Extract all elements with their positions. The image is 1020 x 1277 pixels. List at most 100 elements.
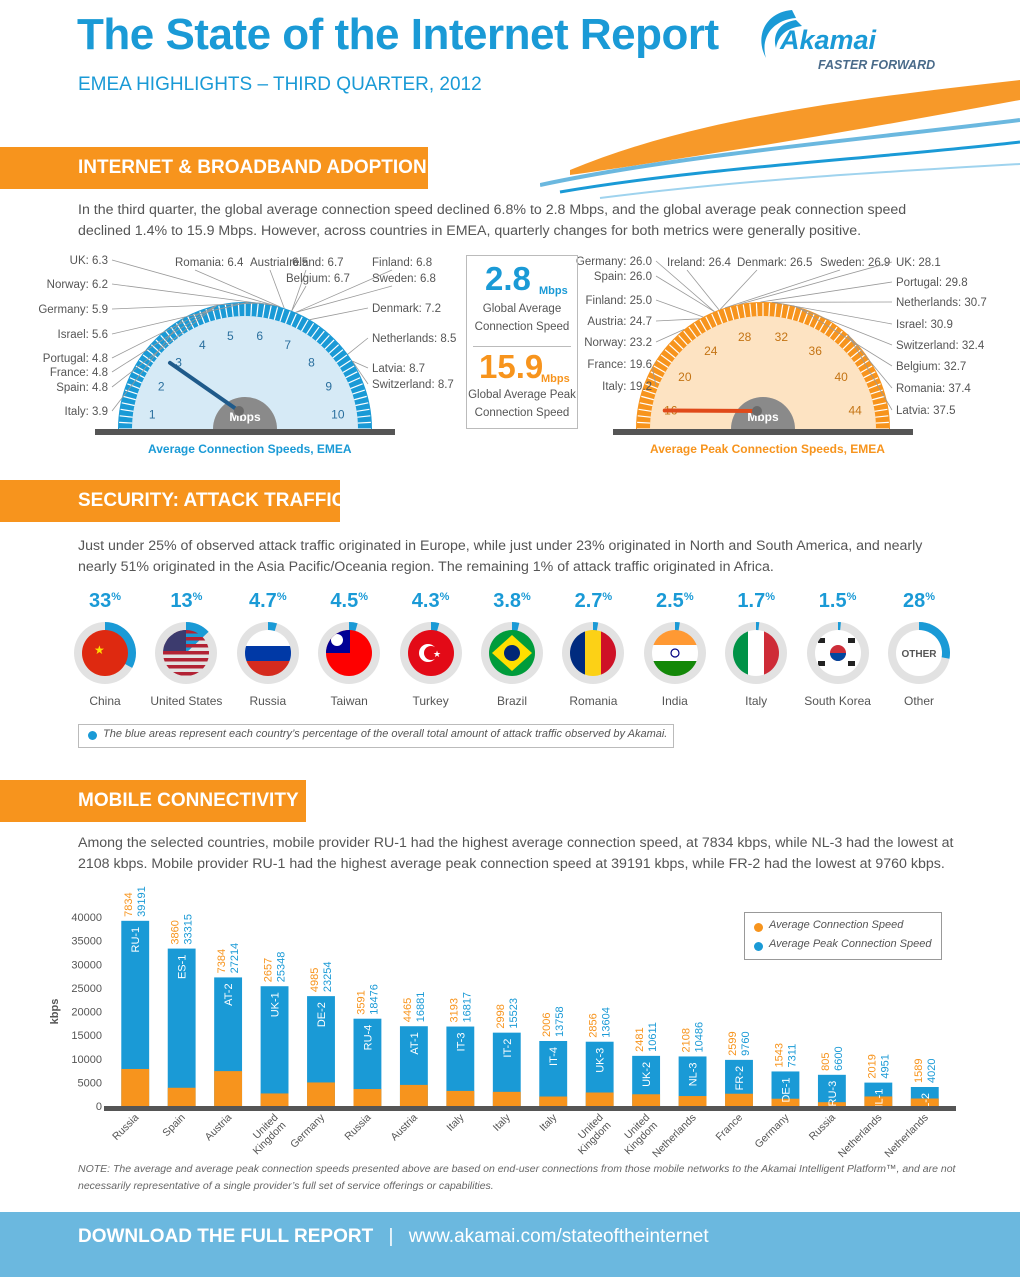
bar-provider-id: UK-3: [595, 1048, 607, 1073]
global-peak-unit: Mbps: [541, 373, 570, 385]
y-tick-label: 25000: [71, 983, 102, 995]
donut-russia-flag: [236, 622, 299, 684]
gauge2-needle-pivot: [752, 406, 762, 416]
china-flag-icon: ★: [82, 630, 128, 676]
gauge1-country-label: France: 4.8: [50, 367, 108, 379]
attack-country-label: South Korea: [804, 694, 871, 708]
gauge1-leader-line: [352, 360, 369, 369]
gauge1-unit-label: Mbps: [229, 410, 261, 424]
gauge2-minor-tick: [688, 326, 698, 338]
footer-bar: [0, 1212, 1020, 1277]
gauge1-leader-line: [291, 285, 307, 312]
bar-provider-id: DE-2: [316, 1002, 328, 1027]
bar-peak-value-label: 4020: [926, 1059, 938, 1083]
bar-provider-id: AT-2: [223, 983, 235, 1005]
gauge2-minor-tick: [842, 339, 853, 350]
gauge1-minor-tick: [324, 339, 335, 350]
stats-divider: [473, 346, 571, 347]
bar-peak-value-label: 25348: [276, 952, 288, 983]
legend-peak-dot-icon: [754, 942, 763, 951]
x-category-label: Netherlands: [882, 1112, 931, 1160]
russia-flag-icon: [244, 630, 291, 676]
gauge2-minor-tick: [808, 313, 815, 327]
gauge1-minor-tick: [310, 326, 320, 338]
gauge2-minor-tick: [818, 319, 827, 332]
gauge1-leader-line: [111, 302, 261, 310]
gauge2-leader-line: [655, 328, 685, 343]
percent-value: 4.3: [411, 590, 440, 612]
attack-country-label: Romania: [569, 694, 618, 708]
gauge1-tick-label: 7: [284, 338, 291, 352]
footer-cta-text[interactable]: DOWNLOAD THE FULL REPORT: [78, 1226, 374, 1247]
gauge1-minor-tick: [339, 359, 351, 368]
gauge2-minor-tick: [785, 305, 790, 319]
bar-provider-id: IT-2: [502, 1039, 514, 1058]
svg-text:★: ★: [433, 649, 441, 659]
global-peak-value: 15.9: [479, 348, 544, 385]
donut-india-flag: [643, 622, 706, 684]
gauge1-country-label: Germany: 5.9: [38, 304, 108, 316]
attack-country-label: Russia: [249, 694, 287, 708]
bar-peak-ES-1: [167, 948, 196, 1106]
gauge1-leader-line: [194, 269, 281, 308]
bar-avg-RU-4: [353, 1089, 382, 1106]
gauge2-leader-line: [655, 260, 715, 312]
gauge1-tick-label: 9: [325, 379, 332, 393]
avg-connection-gauge: 123 4 5 6 7 89 10 Mbps UK: 6.3 Norway: 6.2 Germany…: [38, 255, 456, 435]
gauge1-minor-tick: [146, 349, 158, 359]
percent-sign: %: [683, 591, 694, 603]
gauge2-country-label: Italy: 19.2: [602, 381, 652, 393]
svg-text:★: ★: [94, 643, 105, 657]
gauge1-minor-tick: [300, 319, 309, 332]
gauge1-minor-tick: [250, 303, 253, 317]
y-tick-label: 0: [96, 1101, 102, 1113]
bar-avg-value-label: 7384: [216, 949, 228, 973]
section-heading-text: MOBILE CONNECTIVITY: [78, 790, 299, 811]
other-center-text: OTHER: [902, 649, 938, 660]
gauge2-minor-tick: [699, 319, 708, 332]
donut-turkey-flag: ★: [399, 622, 462, 684]
percent-sign: %: [358, 591, 368, 603]
bar-provider-id: RU-3: [827, 1081, 839, 1107]
gauge2-leader-line: [655, 275, 715, 313]
gauge1-country-label: Sweden: 6.8: [372, 273, 436, 285]
gauge1-leader-line: [111, 304, 218, 388]
attack-percent-us-flag: 13%: [146, 590, 226, 613]
gauge1-country-label: Belgium: 6.7: [286, 273, 350, 285]
bar-avg-ES-1: [167, 1087, 196, 1106]
footer-separator: |: [388, 1226, 394, 1247]
gauge2-minor-tick: [868, 383, 881, 390]
footer-cta[interactable]: DOWNLOAD THE FULL REPORT | www.akamai.co…: [78, 1226, 709, 1248]
page-subtitle: EMEA HIGHLIGHTS – THIRD QUARTER, 2012: [78, 74, 482, 95]
attack-percent-other: 28%: [879, 590, 959, 613]
percent-value: 13: [170, 590, 193, 612]
gauge2-minor-tick: [768, 303, 771, 317]
attack-country-label: India: [661, 694, 688, 708]
bar-avg-DE-1: [771, 1098, 800, 1106]
gauge2-minor-tick: [650, 371, 663, 379]
footer-url-link[interactable]: www.akamai.com/stateoftheinternet: [408, 1226, 709, 1247]
attack-country-label: Brazil: [496, 694, 527, 708]
decorative-swoosh: [540, 80, 1020, 199]
bar-provider-id: NL-3: [688, 1062, 700, 1086]
gauge1-base-bar: [95, 429, 395, 435]
gauge1-minor-tick: [345, 371, 358, 379]
gauge2-country-label: Norway: 23.2: [584, 337, 652, 349]
attack-legend: The blue areas represent each country’s …: [78, 724, 674, 748]
y-tick-label: 20000: [71, 1007, 102, 1019]
gauge1-minor-tick: [139, 359, 151, 368]
bar-avg-UK-1: [260, 1093, 289, 1106]
gauge1-country-label: Norway: 6.2: [47, 279, 108, 291]
gauge1-minor-tick: [187, 316, 195, 329]
gauge1-title: Average Connection Speeds, EMEA: [148, 442, 352, 456]
legend-avg-label: Average Connection Speed: [769, 919, 904, 931]
x-category-label: Spain: [160, 1112, 188, 1140]
gauge2-minor-tick: [875, 415, 889, 418]
gauge2-country-label: Denmark: 26.5: [737, 257, 812, 269]
bar-avg-value-label: 2481: [634, 1027, 646, 1051]
mobile-text: Among the selected countries, mobile pro…: [78, 835, 954, 872]
gauge1-minor-tick: [336, 354, 348, 364]
gauge1-minor-tick: [295, 316, 303, 329]
gauge1-leader-line: [351, 360, 369, 385]
gauge1-leader-line: [295, 269, 393, 313]
